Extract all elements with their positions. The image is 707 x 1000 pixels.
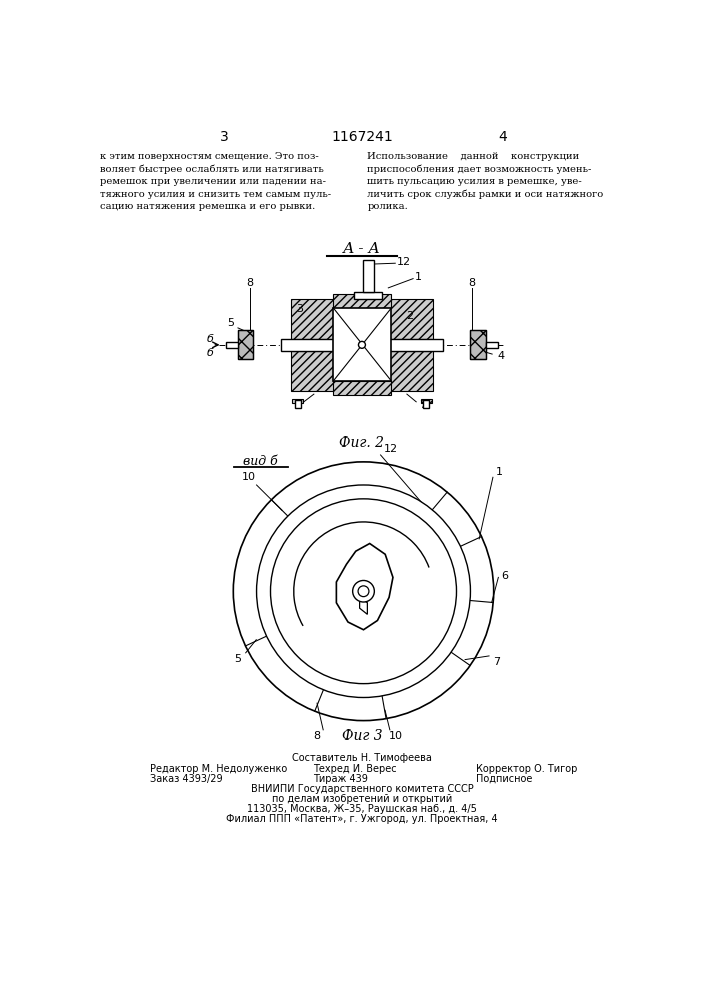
Text: по делам изобретений и открытий: по делам изобретений и открытий [271,794,452,804]
Text: 4: 4 [498,351,505,361]
Text: 10: 10 [242,472,256,482]
Text: Техред И. Верес: Техред И. Верес [313,764,397,774]
Bar [226,342,238,348]
Text: Филиал ППП «Патент», г. Ужгород, ул. Проектная, 4: Филиал ППП «Патент», г. Ужгород, ул. Про… [226,814,498,824]
Text: 6: 6 [501,571,508,581]
Text: Использование    данной    конструкции
приспособления дает возможность умень-
ши: Использование данной конструкции приспос… [368,152,604,211]
Bar [295,400,300,408]
Text: 12: 12 [397,257,411,267]
Text: 4: 4 [498,130,508,144]
Text: Составитель Н. Тимофеева: Составитель Н. Тимофеева [292,753,432,763]
Text: 1: 1 [414,272,421,282]
Text: 2: 2 [407,311,414,321]
Text: 8: 8 [313,731,320,741]
Text: Редактор М. Недолуженко: Редактор М. Недолуженко [151,764,288,774]
Text: Тираж 439: Тираж 439 [313,774,368,784]
Circle shape [257,485,470,698]
Text: 5: 5 [235,654,242,664]
Text: Фиг 3: Фиг 3 [341,729,382,743]
Bar [486,342,498,348]
Text: б: б [206,348,213,358]
Text: ВНИИПИ Государственного комитета СССР: ВНИИПИ Государственного комитета СССР [250,784,473,794]
Bar [292,399,303,403]
Circle shape [271,499,457,684]
Text: Корректор О. Тигор: Корректор О. Тигор [476,764,577,774]
Bar [354,292,382,299]
Bar [333,381,392,395]
Circle shape [358,341,366,348]
Circle shape [233,462,493,721]
Text: 1: 1 [496,467,503,477]
Text: 5: 5 [227,318,234,328]
Circle shape [358,586,369,597]
Bar [423,400,429,408]
Bar [470,330,486,359]
Bar [385,351,433,391]
Bar [333,308,392,381]
Text: 8: 8 [469,278,476,288]
Text: 7: 7 [419,400,426,410]
Bar [291,351,339,391]
Text: вид б: вид б [243,455,278,468]
Text: к этим поверхностям смещение. Это поз-
воляет быстрее ослаблять или натягивать
р: к этим поверхностям смещение. Это поз- в… [100,152,331,211]
Text: б: б [206,334,213,344]
Circle shape [353,580,374,602]
Text: Фиг. 2: Фиг. 2 [339,436,385,450]
Bar [421,399,432,403]
Text: 10: 10 [389,731,403,741]
Text: А - А: А - А [343,242,381,256]
Text: 1167241: 1167241 [331,130,393,144]
Text: 3: 3 [296,304,303,314]
Bar [281,339,443,351]
Text: Заказ 4393/29: Заказ 4393/29 [151,774,223,784]
Bar [238,330,253,359]
Bar [238,330,253,359]
Text: 7: 7 [295,400,302,410]
Bar [363,260,373,292]
Text: Подписное: Подписное [476,774,532,784]
Text: 8: 8 [246,278,253,288]
Bar [333,294,392,308]
Bar [470,330,486,359]
Text: 113035, Москва, Ж–35, Раушская наб., д. 4/5: 113035, Москва, Ж–35, Раушская наб., д. … [247,804,477,814]
Bar [291,299,339,339]
Polygon shape [337,544,393,630]
Bar [385,299,433,339]
Text: 3: 3 [220,130,228,144]
Text: 7: 7 [493,657,501,667]
Polygon shape [360,597,368,614]
Text: 12: 12 [384,444,398,454]
